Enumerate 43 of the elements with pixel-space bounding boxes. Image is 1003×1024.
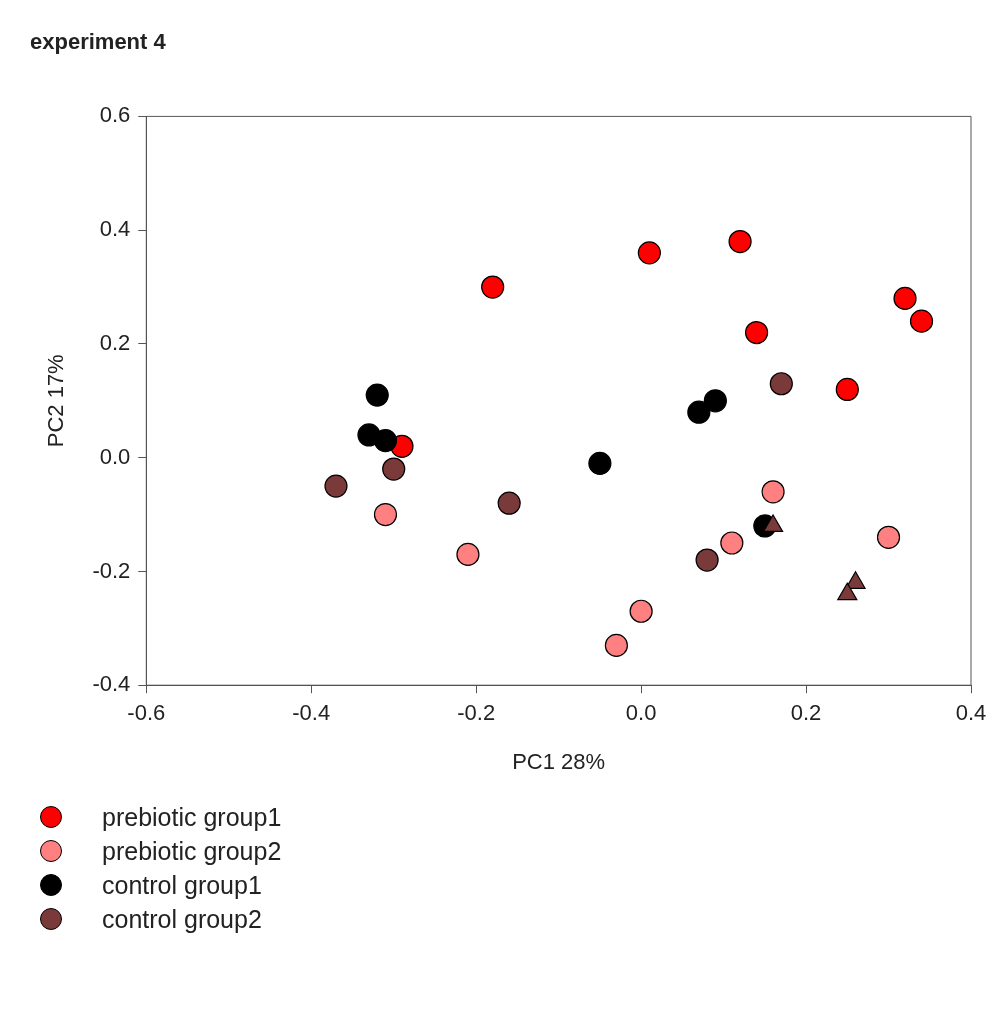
point <box>744 320 769 345</box>
point <box>373 429 398 453</box>
x-axis-title: PC1 28% <box>512 748 606 774</box>
x-tick-label: -0.6 <box>127 700 166 726</box>
y-tick-label: -0.4 <box>92 671 131 697</box>
point <box>728 229 752 254</box>
x-tick-label: 0.4 <box>955 700 987 726</box>
point <box>761 480 785 504</box>
legend-label: prebiotic group2 <box>102 836 282 866</box>
point <box>629 599 653 623</box>
legend-label: control group2 <box>102 904 262 934</box>
point <box>456 542 480 566</box>
point <box>687 400 711 424</box>
y-tick-label: 0.6 <box>99 102 131 128</box>
point <box>373 502 398 527</box>
point <box>481 275 505 299</box>
point <box>893 286 917 311</box>
point <box>835 377 859 402</box>
point <box>588 451 612 475</box>
point <box>909 309 934 333</box>
x-tick-label: -0.2 <box>457 700 496 726</box>
legend-label: control group1 <box>102 870 262 900</box>
point <box>637 241 661 265</box>
y-tick-label: 0.0 <box>99 443 131 469</box>
y-tick-label: 0.2 <box>99 329 131 355</box>
point <box>497 491 521 515</box>
y-tick-label: -0.2 <box>92 557 131 583</box>
point <box>720 531 744 555</box>
point <box>703 389 727 413</box>
point <box>769 372 793 396</box>
legend-label: prebiotic group1 <box>102 802 282 832</box>
x-tick-label: 0.0 <box>625 700 657 726</box>
point <box>876 525 901 549</box>
point <box>695 548 719 572</box>
point <box>324 474 348 498</box>
y-axis-title: PC2 17% <box>43 354 69 448</box>
y-tick-label: 0.4 <box>99 216 131 242</box>
chart-title: experiment 4 <box>30 29 167 55</box>
x-tick-label: -0.4 <box>292 700 331 726</box>
point <box>382 457 406 481</box>
point <box>604 633 628 657</box>
x-tick-label: 0.2 <box>790 700 822 726</box>
point <box>365 383 389 407</box>
